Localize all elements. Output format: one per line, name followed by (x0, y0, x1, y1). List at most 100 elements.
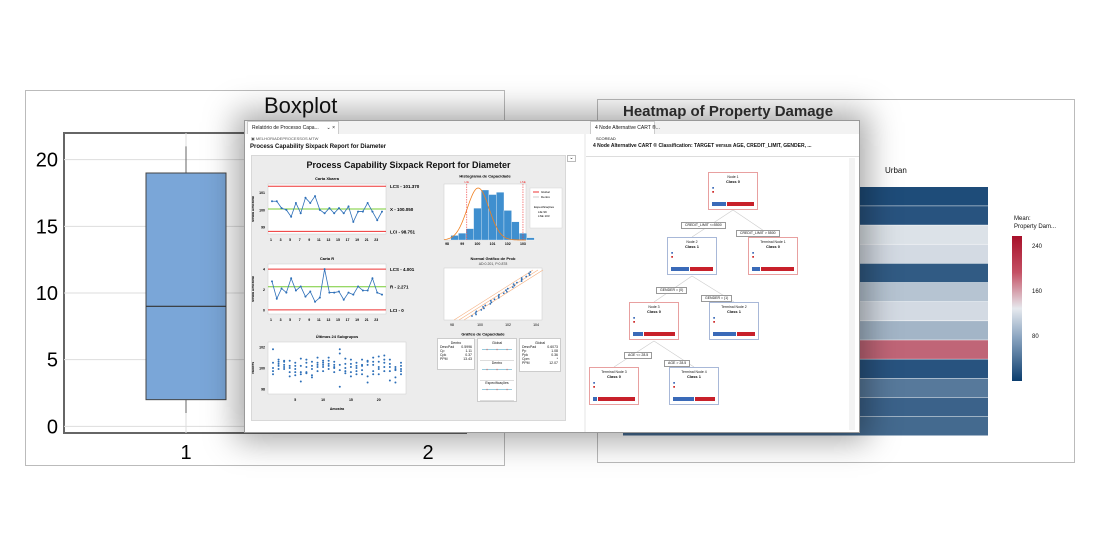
data-point (288, 371, 291, 374)
tree-node[interactable]: Node 2 Class 1 ■ ■ (667, 237, 717, 275)
data-point (484, 304, 487, 307)
data-point (283, 368, 286, 371)
data-point (304, 196, 307, 199)
data-point (316, 361, 319, 364)
tree-node[interactable]: Terminal Node 4 Class 1 ■ ■ (669, 367, 719, 405)
data-point (355, 364, 358, 367)
data-point (372, 356, 375, 359)
node-class: Class 0 (646, 309, 661, 314)
node-id: Terminal Node 4 (681, 370, 707, 374)
tree-node[interactable]: Node 3 Class 0 ■ ■ (629, 302, 679, 340)
x-tick-label: 19 (355, 318, 359, 322)
data-point (333, 365, 336, 368)
stat-value: 0.5996 (461, 345, 472, 349)
data-point (344, 362, 347, 365)
x-tick-label: 5 (289, 238, 291, 242)
data-point (520, 277, 523, 279)
split-label: AGE <= 28.5 (624, 352, 653, 359)
tab-capability-report[interactable]: Relatório de Processo Capa... ⌄ × (247, 121, 339, 134)
data-point (361, 358, 364, 361)
data-point (314, 195, 317, 198)
data-point (316, 370, 319, 373)
node-stats: ■ ■ (593, 381, 596, 389)
vertical-scrollbar[interactable] (849, 158, 855, 430)
tab-cart-tree[interactable]: 4 Node Alternative CART ®... (590, 121, 660, 134)
legend-tick: 80 (1032, 334, 1039, 340)
data-point (489, 302, 492, 305)
node-class: Class 1 (686, 374, 701, 379)
tab-close-icon[interactable]: ⌄ × (326, 125, 336, 131)
capability-row: Global + + + (480, 341, 514, 361)
data-point (525, 275, 528, 278)
histogram-bar (465, 228, 474, 241)
node-stats: ■ ■ (671, 251, 674, 259)
stat-name: PPM (440, 357, 448, 361)
data-point (506, 287, 509, 290)
y-tick-label: 4 (263, 268, 265, 272)
data-point (383, 354, 386, 357)
data-point (483, 307, 485, 310)
node-stats: ■ ■ (752, 251, 755, 259)
data-point (275, 297, 278, 300)
data-point (288, 359, 291, 362)
data-point (337, 290, 340, 293)
tree-node[interactable]: Node 1 Class 0 ■ ■ (708, 172, 758, 210)
stat-name: Cpm (522, 357, 530, 361)
stat-row: Cpk 0.37 (440, 353, 472, 357)
class-proportion-bar (593, 397, 635, 401)
x-tick-label: 9 (308, 318, 310, 322)
data-point (475, 310, 478, 313)
x-tick-label: 1 (180, 442, 191, 464)
stat-name: Cp (440, 349, 445, 353)
data-point (349, 371, 352, 374)
data-point (310, 376, 313, 379)
data-point (480, 309, 483, 311)
report-heading: Process Capability Sixpack Report for Di… (250, 144, 387, 150)
x-tick-label: 2 (422, 442, 433, 464)
stat-name: Cpk (440, 353, 447, 357)
confidence-line (453, 269, 534, 321)
heatmap-title: Heatmap of Property Damage (623, 103, 834, 120)
node-stats: ■ ■ (712, 186, 715, 194)
data-point (271, 200, 273, 203)
row-title: Dentro (491, 361, 503, 365)
data-point (520, 278, 523, 281)
stat-row: Cp 1.11 (440, 349, 472, 353)
box-title: Global (534, 341, 546, 345)
data-point (316, 356, 319, 359)
data-point (338, 385, 341, 388)
y-tick-label: 5 (47, 350, 58, 372)
data-point (272, 373, 274, 376)
data-point (372, 363, 375, 366)
data-point (277, 364, 280, 367)
chart-title: Carta Xbarra (315, 176, 340, 181)
data-point (383, 370, 386, 373)
chart-subtitle: AD:0.201, P:0.878 (479, 262, 508, 266)
y-tick-label: 2 (263, 288, 265, 292)
data-point (361, 289, 364, 292)
tree-node[interactable]: Terminal Node 1 Class 0 ■ ■ (748, 237, 798, 275)
x-tick-label: 99 (460, 242, 464, 246)
x-tick-label: 102 (505, 323, 511, 327)
x-tick-label: 98 (445, 242, 449, 246)
data-point (474, 312, 477, 314)
data-point (294, 364, 297, 367)
chart-title: Gráfico de Capacidade (461, 332, 505, 337)
tree-node[interactable]: Terminal Node 2 Class 1 ■ ■ (709, 302, 759, 340)
data-point (318, 296, 321, 299)
x-tick-label: 100 (477, 323, 483, 327)
data-point (299, 357, 302, 360)
data-point (366, 375, 369, 378)
data-point (400, 370, 402, 373)
y-tick-label: 20 (36, 150, 58, 172)
x-tick-label: 5 (289, 318, 291, 322)
tree-node[interactable]: Terminal Node 3 Class 0 ■ ■ (589, 367, 639, 405)
data-point (497, 296, 500, 299)
data-point (305, 358, 308, 361)
collapse-button[interactable]: ⌄ (567, 155, 576, 162)
data-point (355, 370, 358, 373)
row-title: Especificações (485, 381, 509, 385)
heatmap-column-label: Urban (885, 166, 907, 175)
histogram-bar (511, 221, 520, 241)
data-point (333, 360, 336, 363)
